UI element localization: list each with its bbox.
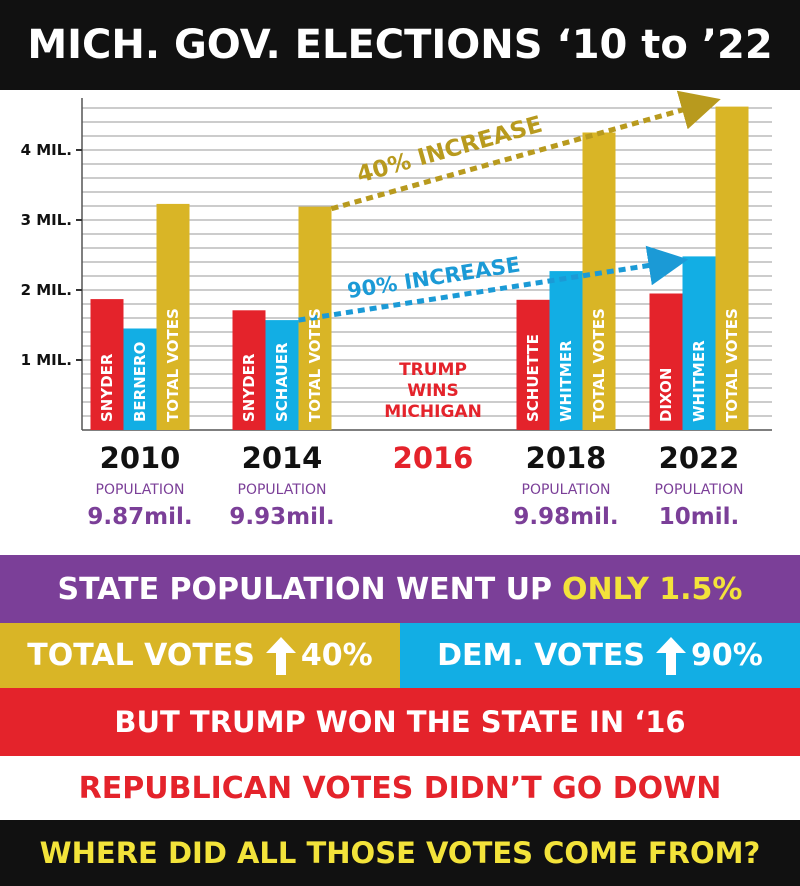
chart-area: 1 MIL. 2 MIL. 3 MIL. 4 MIL. SNYDER BERNERO TOT… xyxy=(0,90,800,555)
total-votes-banner-value: 40% xyxy=(300,638,373,673)
bar xyxy=(549,271,583,430)
y-tick-label: 2 MIL. xyxy=(21,281,72,299)
bar xyxy=(156,203,190,430)
dem-votes-banner-label: DEM. VOTES xyxy=(437,638,646,673)
bar-label: DIXON xyxy=(657,368,675,422)
population-label: POPULATION xyxy=(522,482,611,498)
bar-label: SNYDER xyxy=(240,353,258,422)
republican-banner: REPUBLICAN VOTES DIDN’T GO DOWN xyxy=(0,756,800,820)
bar-label: TOTAL VOTES xyxy=(306,308,324,422)
bar xyxy=(90,299,124,430)
bar-label: TOTAL VOTES xyxy=(590,308,608,422)
increase-arrow xyxy=(298,245,689,323)
y-tick-label: 4 MIL. xyxy=(21,141,72,159)
year-label: 2014 xyxy=(242,441,323,475)
question-banner: WHERE DID ALL THOSE VOTES COME FROM? xyxy=(0,820,800,886)
population-label: POPULATION xyxy=(238,482,327,498)
bar xyxy=(582,132,616,430)
up-arrow-icon xyxy=(656,636,687,675)
population-banner: STATE POPULATION WENT UP ONLY 1.5% xyxy=(0,555,800,623)
bar-label: BERNERO xyxy=(131,342,149,422)
bar xyxy=(649,293,683,430)
year-label: 2016 xyxy=(393,441,474,475)
population-value: 10mil. xyxy=(659,504,739,530)
y-tick-label: 1 MIL. xyxy=(21,351,72,369)
y-tick-label: 3 MIL. xyxy=(21,211,72,229)
total-votes-banner-label: TOTAL VOTES xyxy=(27,638,255,673)
dem-votes-banner: DEM. VOTES 90% xyxy=(400,623,800,688)
bar-label: SCHAUER xyxy=(273,342,291,422)
bar xyxy=(232,310,266,430)
trump-banner: BUT TRUMP WON THE STATE IN ‘16 xyxy=(0,688,800,756)
note-line: MICHIGAN xyxy=(384,402,482,422)
year-label: 2018 xyxy=(526,441,607,475)
total-votes-banner: TOTAL VOTES 40% xyxy=(0,623,400,688)
bar xyxy=(682,256,716,430)
population-banner-highlight: ONLY 1.5% xyxy=(562,571,743,607)
year-label: 2010 xyxy=(100,441,181,475)
bar-label: TOTAL VOTES xyxy=(164,308,182,422)
population-label: POPULATION xyxy=(655,482,744,498)
population-value: 9.87mil. xyxy=(87,504,192,530)
page-title: MICH. GOV. ELECTIONS ‘10 to ’22 xyxy=(0,0,800,90)
population-label: POPULATION xyxy=(96,482,185,498)
population-value: 9.98mil. xyxy=(513,504,618,530)
bar xyxy=(123,328,157,430)
bar xyxy=(265,320,299,430)
population-banner-text: STATE POPULATION WENT UP xyxy=(57,571,553,607)
bar-label: SNYDER xyxy=(98,353,116,422)
note-line: WINS xyxy=(407,381,459,401)
increase-arrow xyxy=(330,90,721,212)
dem-votes-banner-value: 90% xyxy=(691,638,763,673)
bar xyxy=(516,299,550,430)
up-arrow-icon xyxy=(265,636,296,675)
note-line: TRUMP xyxy=(399,360,467,380)
bar xyxy=(715,106,749,430)
year-label: 2022 xyxy=(659,441,740,475)
bar-chart: 1 MIL. 2 MIL. 3 MIL. 4 MIL. SNYDER BERNERO TOT… xyxy=(21,90,772,530)
bar-label: WHITMER xyxy=(557,340,575,422)
bar-label: SCHUETTE xyxy=(524,334,542,422)
bar-label: WHITMER xyxy=(690,340,708,422)
population-value: 9.93mil. xyxy=(229,504,334,530)
bar-label: TOTAL VOTES xyxy=(723,308,741,422)
annotation-label: 90% INCREASE xyxy=(346,252,522,303)
